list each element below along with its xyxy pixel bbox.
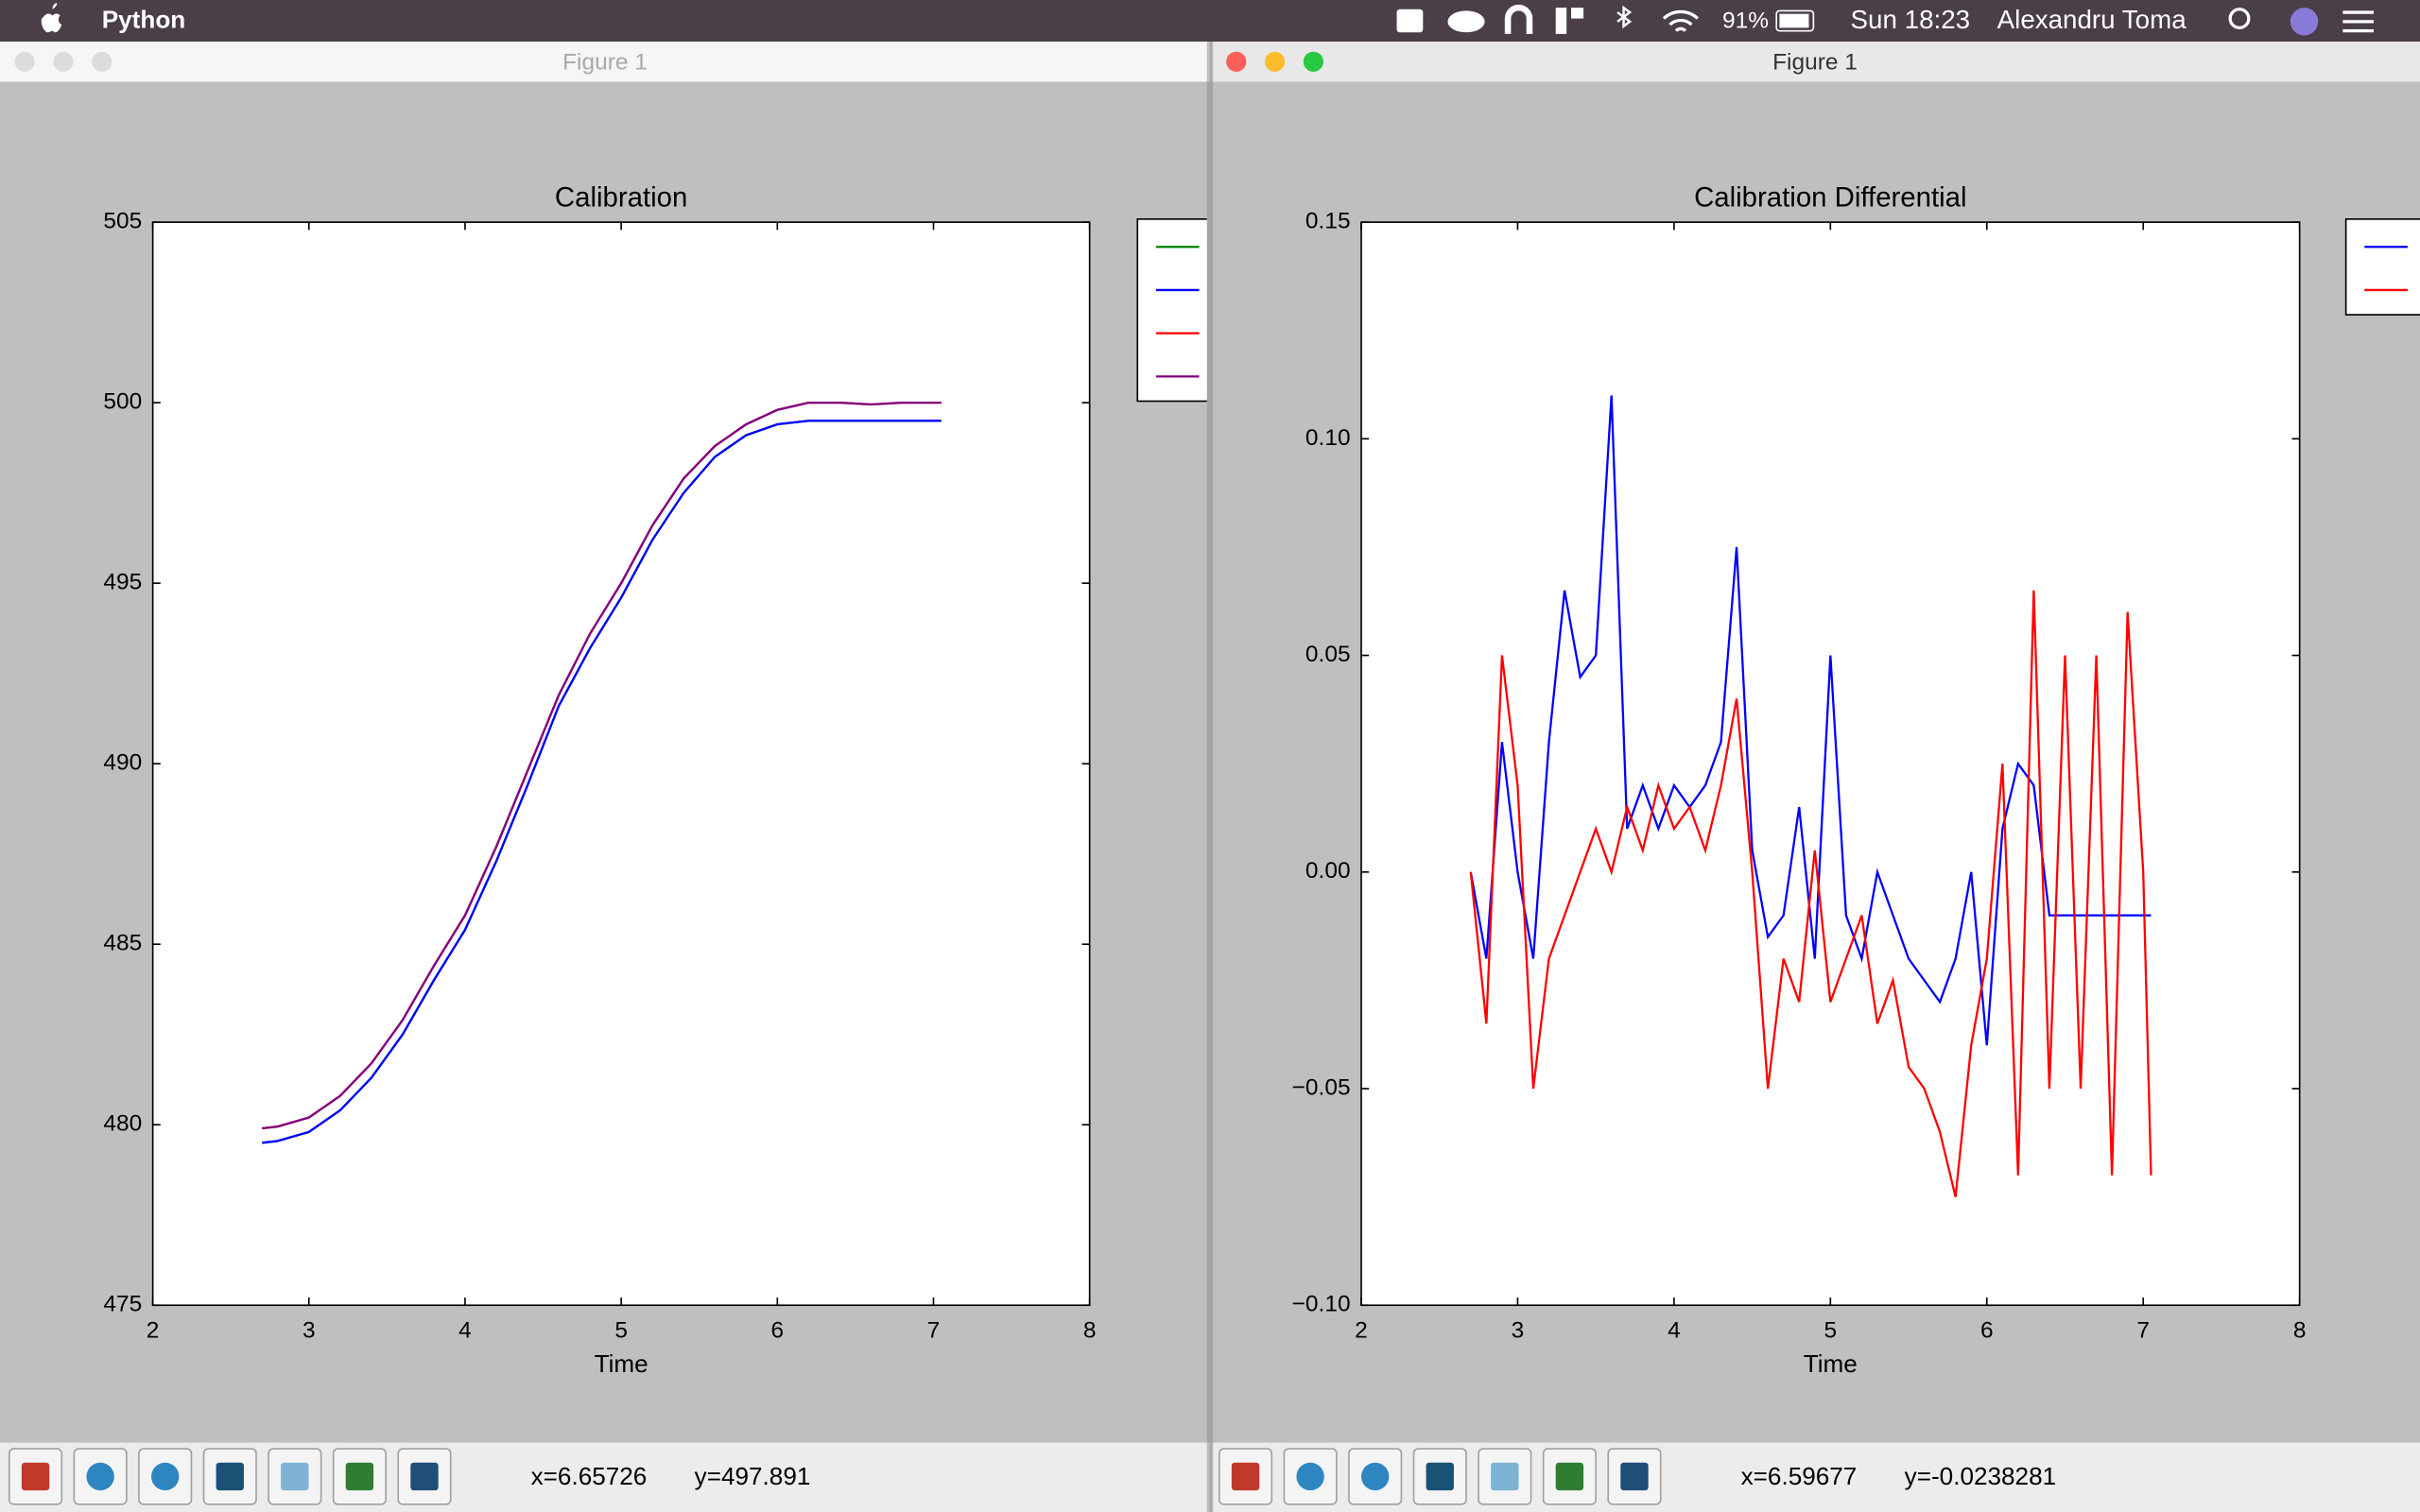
toolbar-icon: [151, 1462, 180, 1491]
icon[interactable]: [2342, 10, 2375, 33]
x-tick-label: 4: [1668, 1317, 1681, 1343]
legend: [1136, 218, 1207, 403]
toolbar-icon: [1426, 1462, 1454, 1491]
battery-icon[interactable]: [1775, 9, 1815, 32]
y-tick-label: 495: [103, 570, 142, 595]
toolbar-icon: [86, 1462, 114, 1491]
chart-title: Calibration: [555, 181, 687, 213]
toolbar-icon: [1555, 1462, 1584, 1491]
toolbar-icon: [1620, 1462, 1649, 1491]
icon[interactable]: [2290, 8, 2319, 36]
y-tick-label: 490: [103, 750, 142, 776]
x-tick-label: 8: [2293, 1317, 2307, 1343]
toolbar-icon: [281, 1462, 309, 1491]
chart: Calibration Time 2 3 4 5 6 7 8 475 480 485 490 495 500…: [103, 181, 1207, 1378]
icon[interactable]: [2228, 8, 2251, 30]
data-line: [262, 401, 942, 1130]
close-button[interactable]: [14, 51, 35, 72]
y-tick-label: 0.00: [1305, 858, 1351, 884]
toolbar-icon: [21, 1462, 50, 1491]
apple-menu[interactable]: [41, 3, 62, 33]
y-tick-label: 475: [103, 1292, 142, 1317]
icon[interactable]: [1504, 4, 1533, 34]
x-tick-label: 7: [927, 1317, 941, 1343]
window-shadow: [1206, 42, 1214, 1512]
icon[interactable]: [1396, 9, 1424, 33]
toolbar: [0, 1442, 1210, 1512]
clock[interactable]: Sun 18:23: [1851, 5, 1971, 34]
y-tick-label: 0.10: [1305, 425, 1351, 451]
icon[interactable]: [1616, 5, 1633, 29]
zoom-button[interactable]: [92, 51, 112, 72]
toolbar-icon: [1491, 1462, 1519, 1491]
close-button[interactable]: [1226, 51, 1247, 72]
user-name[interactable]: Alexandru Toma: [1997, 5, 2187, 34]
icon[interactable]: [1662, 9, 1700, 32]
x-tick-label: 4: [458, 1317, 472, 1343]
data-line: [1469, 395, 2152, 1046]
x-tick-label: 3: [302, 1317, 316, 1343]
y-tick-label: 500: [103, 389, 142, 415]
x-axis-label: Time: [1804, 1349, 1858, 1378]
plot-area: [1360, 221, 2301, 1307]
battery-text: 91%: [1722, 8, 1769, 33]
y-tick-label: 480: [103, 1111, 142, 1137]
minimize-button[interactable]: [53, 51, 74, 72]
x-tick-label: 5: [614, 1317, 628, 1343]
x-axis-label: Time: [595, 1349, 648, 1378]
title-bar: [0, 42, 1210, 82]
status-icons: [1396, 4, 2375, 36]
y-tick-label: 0.15: [1305, 209, 1351, 234]
toolbar-icon: [410, 1462, 439, 1491]
zoom-button[interactable]: [1303, 51, 1323, 72]
window-title: Figure 1: [562, 49, 648, 75]
y-tick-label: 485: [103, 931, 142, 956]
x-tick-label: 2: [147, 1317, 160, 1343]
menu-bar: [0, 0, 2420, 43]
x-tick-label: 7: [2136, 1317, 2150, 1343]
status-x: x=6.59677: [1741, 1462, 1858, 1490]
plot-area: [151, 221, 1091, 1307]
icon[interactable]: [1555, 8, 1567, 34]
toolbar-icon: [1361, 1462, 1390, 1491]
chart: Calibration Differential Time 2 3 4 5 6 7 8 −0.10…: [1292, 181, 2420, 1378]
app-name[interactable]: Python: [102, 6, 185, 34]
status-x: x=6.65726: [531, 1462, 648, 1490]
toolbar-icon: [345, 1462, 374, 1491]
y-tick-label: 505: [103, 209, 142, 234]
status-y: y=497.891: [695, 1462, 811, 1490]
legend: [2344, 218, 2420, 316]
toolbar-icon: [216, 1462, 244, 1491]
minimize-button[interactable]: [1264, 51, 1286, 72]
x-tick-label: 6: [1980, 1317, 1994, 1343]
x-tick-label: 3: [1512, 1317, 1525, 1343]
chart-title: Calibration Differential: [1694, 181, 1966, 213]
window-title: Figure 1: [1772, 49, 1858, 75]
icon[interactable]: [1571, 8, 1584, 19]
x-tick-label: 8: [1083, 1317, 1097, 1343]
y-tick-label: 0.05: [1305, 642, 1351, 667]
y-tick-label: −0.05: [1292, 1074, 1351, 1100]
data-line: [262, 420, 942, 1144]
toolbar-icon: [1296, 1462, 1324, 1491]
title-bar: [1211, 42, 2420, 82]
data-line: [1469, 590, 2152, 1197]
x-tick-label: 2: [1355, 1317, 1368, 1343]
status-y: y=-0.0238281: [1905, 1462, 2056, 1490]
toolbar-icon: [1231, 1462, 1260, 1491]
y-tick-label: −0.10: [1292, 1292, 1351, 1317]
icon[interactable]: [1447, 10, 1485, 33]
x-tick-label: 5: [1824, 1317, 1838, 1343]
battery-level: [1779, 13, 1809, 28]
x-tick-label: 6: [771, 1317, 785, 1343]
